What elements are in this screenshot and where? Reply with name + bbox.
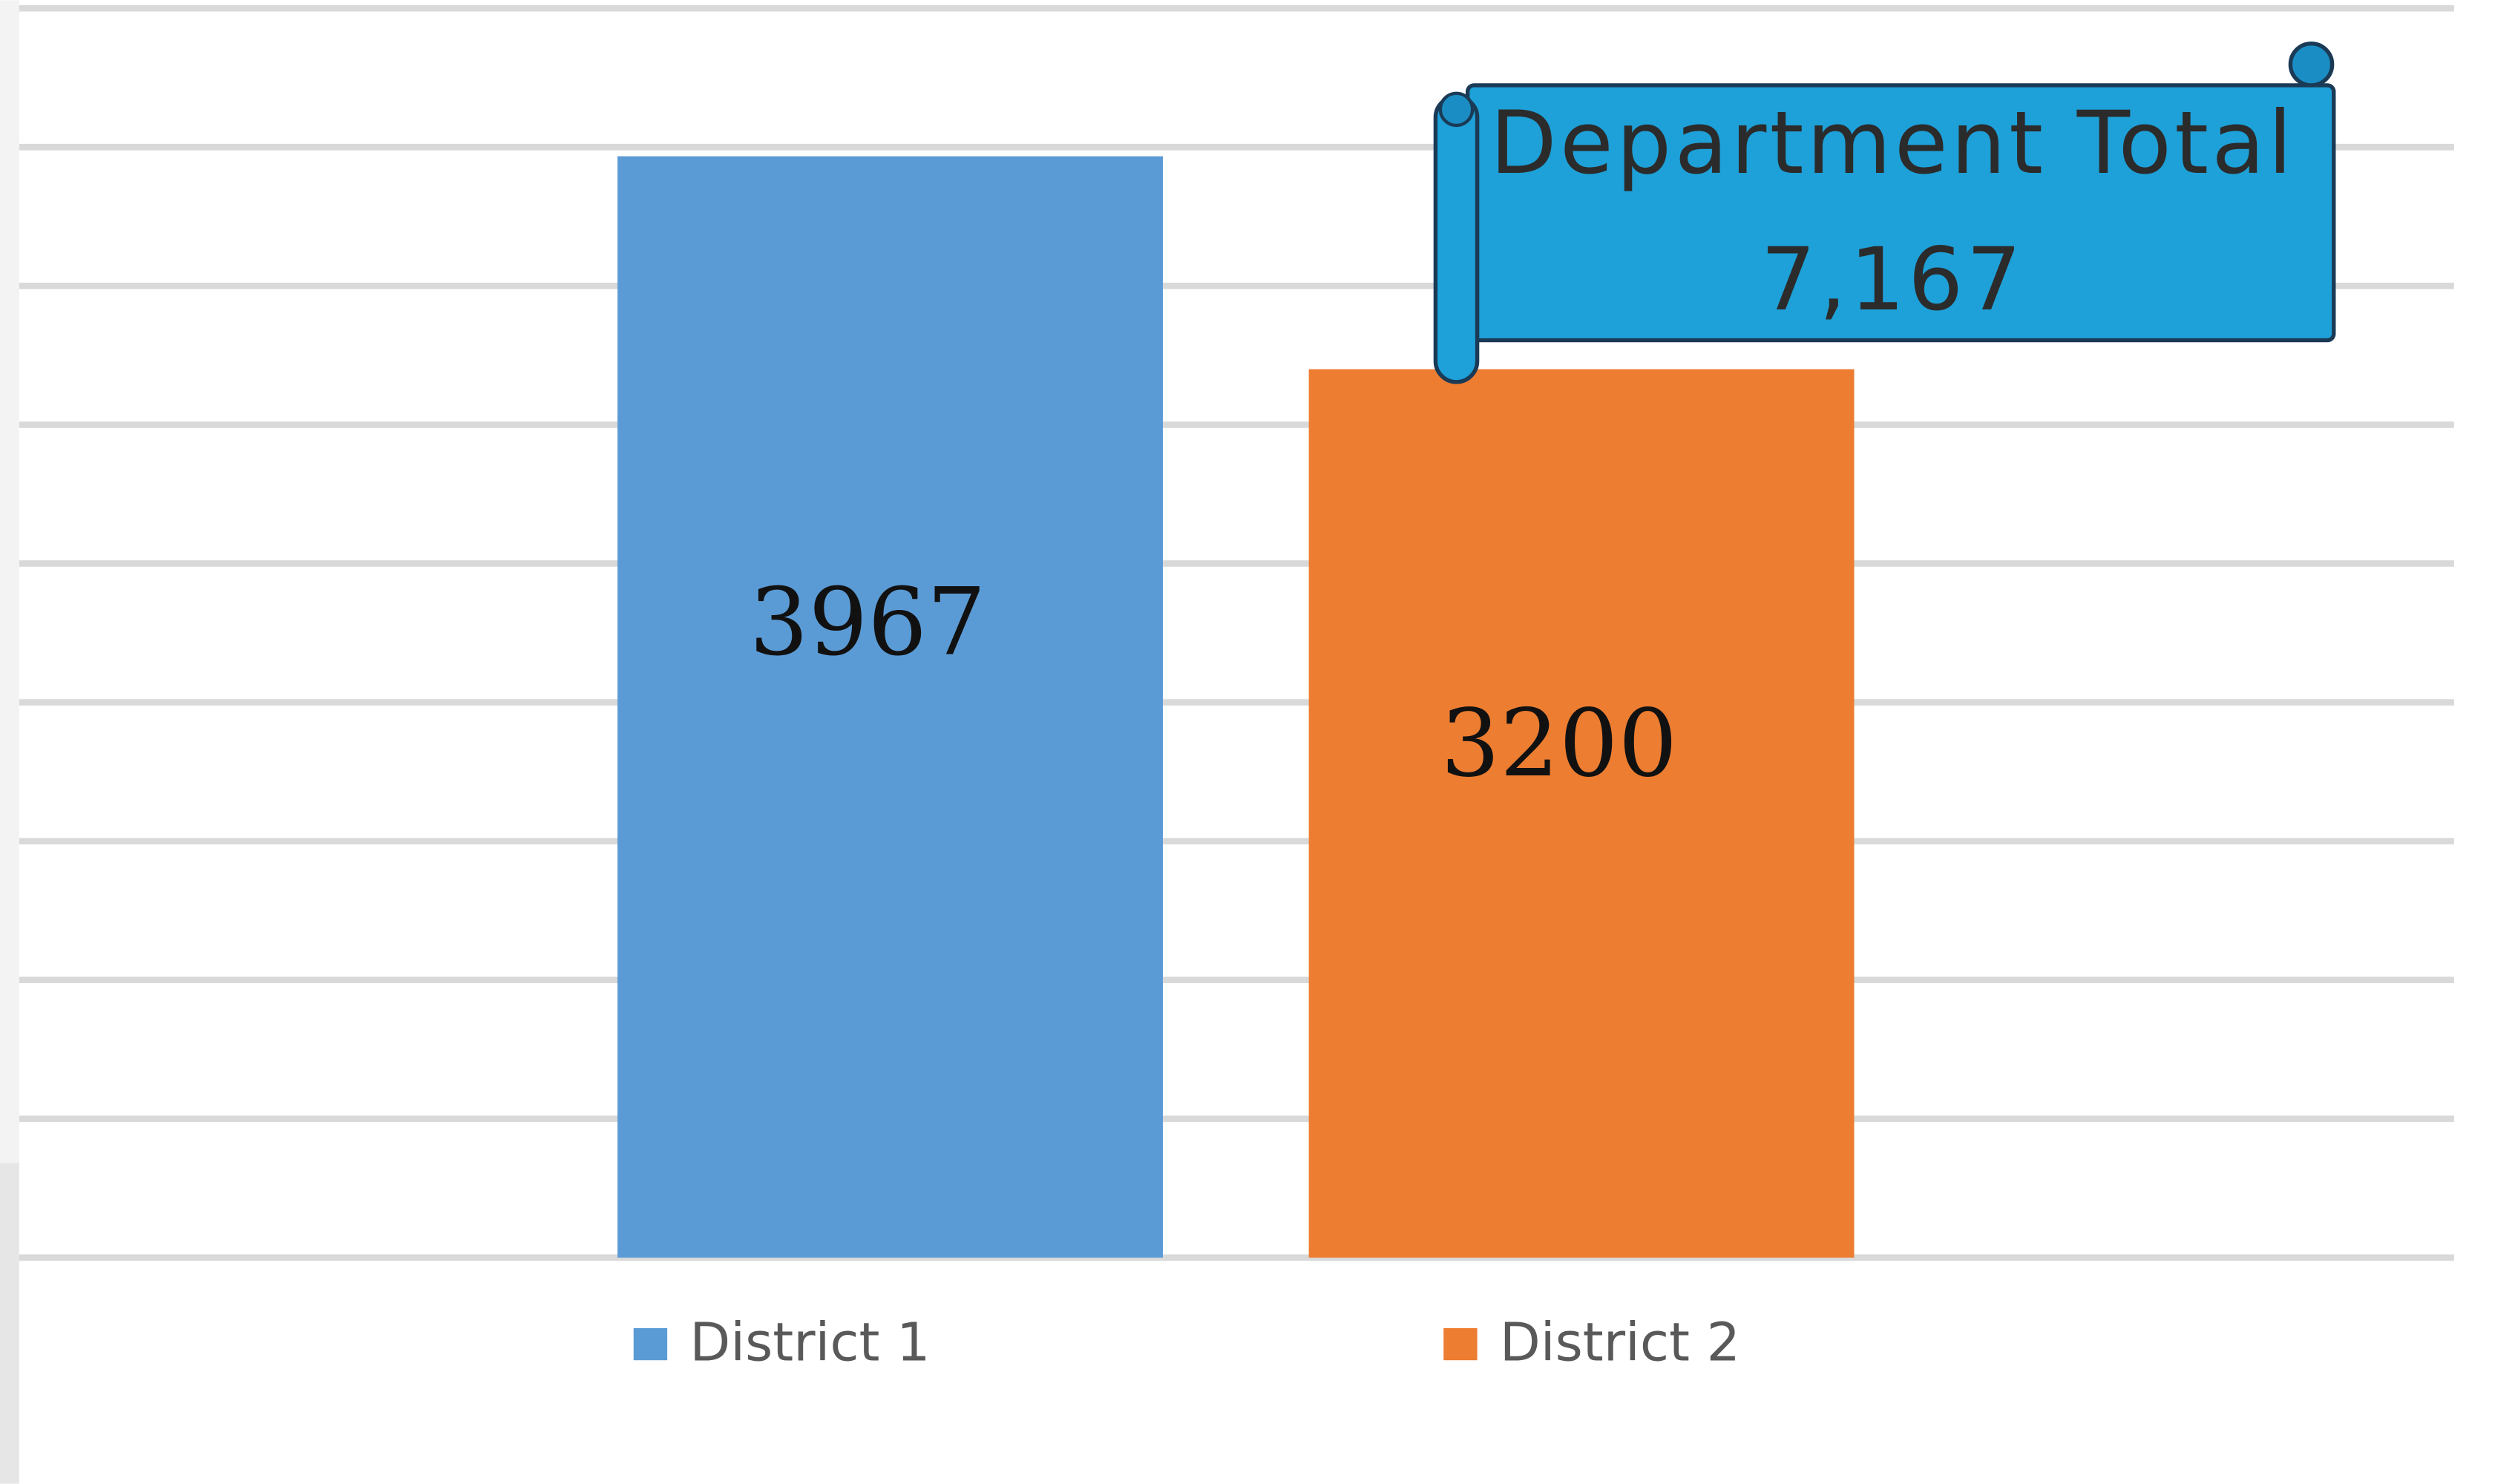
bar <box>1308 369 1855 1258</box>
banner-roll <box>1433 94 1480 384</box>
bar <box>617 156 1163 1258</box>
legend-swatch <box>1443 1327 1478 1361</box>
bars: 3967 3200 <box>617 156 1855 1258</box>
data-label: 3200 <box>1440 689 1677 798</box>
side-strip <box>0 1163 19 1484</box>
banner: Department Total 7,167 <box>1433 42 2336 384</box>
annotation: Department Total <box>1490 93 2295 194</box>
legend: District 1 District 2 <box>633 1311 1740 1373</box>
banner-curl <box>1438 91 1475 128</box>
grid <box>19 4 2454 1261</box>
annotation: 7,167 <box>1761 229 2025 330</box>
legend-label: District 1 <box>689 1311 930 1373</box>
banner-curl <box>2288 42 2335 88</box>
legend-swatch <box>633 1327 668 1361</box>
side-strip <box>0 0 19 1163</box>
legend-label: District 2 <box>1500 1311 1740 1373</box>
data-label: 3967 <box>750 568 986 676</box>
